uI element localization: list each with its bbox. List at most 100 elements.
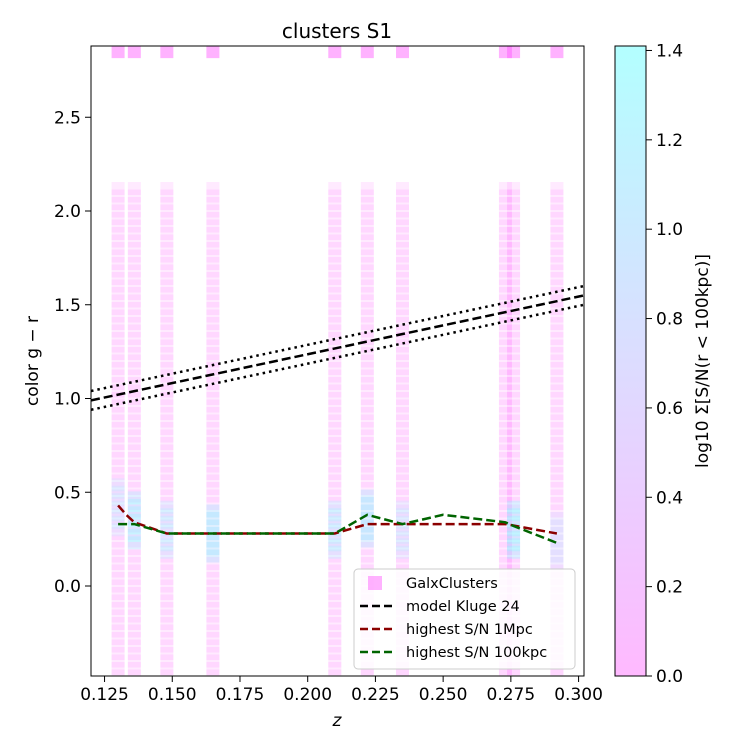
cluster-marker	[328, 497, 342, 510]
colorbar-tick-label: 1.2	[656, 131, 683, 151]
cluster-marker	[328, 437, 342, 450]
cluster-marker	[550, 497, 564, 510]
cluster-marker	[127, 324, 141, 338]
cluster-marker	[498, 467, 512, 480]
cluster-marker	[111, 422, 125, 435]
cluster-marker	[127, 227, 141, 240]
cluster-marker	[206, 234, 220, 248]
y-axis: 0.0 0.5 1.0 1.5 2.0 2.5	[54, 108, 91, 597]
colorbar-tick-label: 0.2	[656, 578, 683, 598]
cluster-marker-high	[160, 545, 174, 559]
cluster-marker	[328, 429, 342, 443]
cluster-marker	[160, 354, 174, 368]
cluster-marker	[206, 339, 220, 353]
cluster-marker	[360, 467, 374, 480]
cluster-marker	[396, 369, 410, 383]
legend-label: model Kluge 24	[406, 599, 520, 615]
cluster-marker	[507, 377, 521, 390]
cluster-marker	[507, 444, 521, 458]
cluster-marker	[160, 489, 174, 503]
cluster-marker	[550, 527, 564, 540]
cluster-marker	[360, 527, 374, 540]
cluster-marker	[328, 264, 342, 278]
cluster-marker	[396, 279, 410, 293]
cluster-marker	[111, 557, 125, 570]
cluster-marker	[111, 444, 125, 458]
y-tick-label: 0.0	[54, 577, 81, 597]
cluster-marker-high	[396, 515, 410, 529]
cluster-marker	[550, 219, 564, 233]
cluster-marker-high	[396, 545, 410, 559]
cluster-marker	[206, 197, 220, 210]
cluster-marker	[360, 497, 374, 510]
cluster-marker	[111, 354, 125, 368]
cluster-marker	[396, 444, 410, 458]
cluster-marker	[160, 542, 174, 555]
chart-title: clusters S1	[282, 19, 392, 43]
cluster-marker	[498, 527, 512, 540]
cluster-marker	[498, 437, 512, 450]
cluster-marker	[360, 242, 374, 255]
cluster-marker	[111, 309, 125, 323]
cluster-marker	[360, 534, 374, 548]
colorbar-tick-label: 1.4	[656, 41, 683, 61]
cluster-marker	[111, 647, 125, 660]
cluster-marker	[507, 527, 521, 540]
cluster-marker	[206, 594, 220, 608]
cluster-marker	[127, 317, 141, 330]
cluster-marker	[507, 452, 521, 465]
cluster-marker	[328, 279, 342, 293]
cluster-marker	[160, 602, 174, 615]
cluster-marker	[396, 219, 410, 233]
cluster-marker	[498, 347, 512, 360]
cluster-marker	[550, 377, 564, 390]
cluster-marker	[507, 384, 521, 398]
cluster-marker	[507, 309, 521, 323]
legend-item: highest S/N 1Mpc	[360, 622, 533, 638]
cluster-marker	[111, 407, 125, 420]
cluster-marker-high	[550, 549, 564, 563]
cluster-marker	[550, 392, 564, 405]
cluster-marker	[111, 339, 125, 353]
cluster-marker	[206, 189, 220, 203]
cluster-marker-high	[550, 527, 564, 540]
cluster-marker	[160, 662, 174, 675]
cluster-marker	[206, 489, 220, 503]
cluster-marker	[396, 272, 410, 285]
cluster-marker	[396, 512, 410, 525]
cluster-marker	[360, 482, 374, 495]
cluster-marker	[127, 204, 141, 218]
cluster-marker	[206, 542, 220, 555]
cluster-marker	[498, 332, 512, 345]
cluster-marker	[360, 182, 374, 195]
cluster-marker	[328, 369, 342, 383]
cluster-marker	[360, 669, 374, 676]
cluster-marker	[328, 189, 342, 203]
cluster-marker	[160, 519, 174, 533]
cluster-marker	[160, 287, 174, 300]
cluster-marker	[160, 557, 174, 570]
cluster-marker	[507, 669, 521, 676]
cluster-marker	[550, 182, 564, 195]
y-tick-label: 0.5	[54, 483, 81, 503]
cluster-marker	[160, 482, 174, 495]
cluster-marker	[127, 609, 141, 623]
cluster-marker	[507, 467, 521, 480]
cluster-marker-high	[396, 523, 410, 537]
cluster-marker	[160, 609, 174, 623]
cluster-marker	[127, 212, 141, 225]
cluster-marker	[111, 482, 125, 495]
cluster-marker	[160, 459, 174, 473]
cluster-marker	[111, 512, 125, 525]
cluster-marker	[127, 534, 141, 548]
cluster-marker	[328, 287, 342, 300]
cluster-marker	[550, 279, 564, 293]
cluster-marker	[396, 362, 410, 375]
cluster-marker	[396, 429, 410, 443]
cluster-marker	[507, 414, 521, 428]
cluster-marker-high	[328, 500, 342, 514]
cluster-marker-high	[360, 497, 374, 510]
cluster-marker	[127, 527, 141, 540]
legend-box	[353, 568, 576, 670]
cluster-marker	[111, 467, 125, 480]
